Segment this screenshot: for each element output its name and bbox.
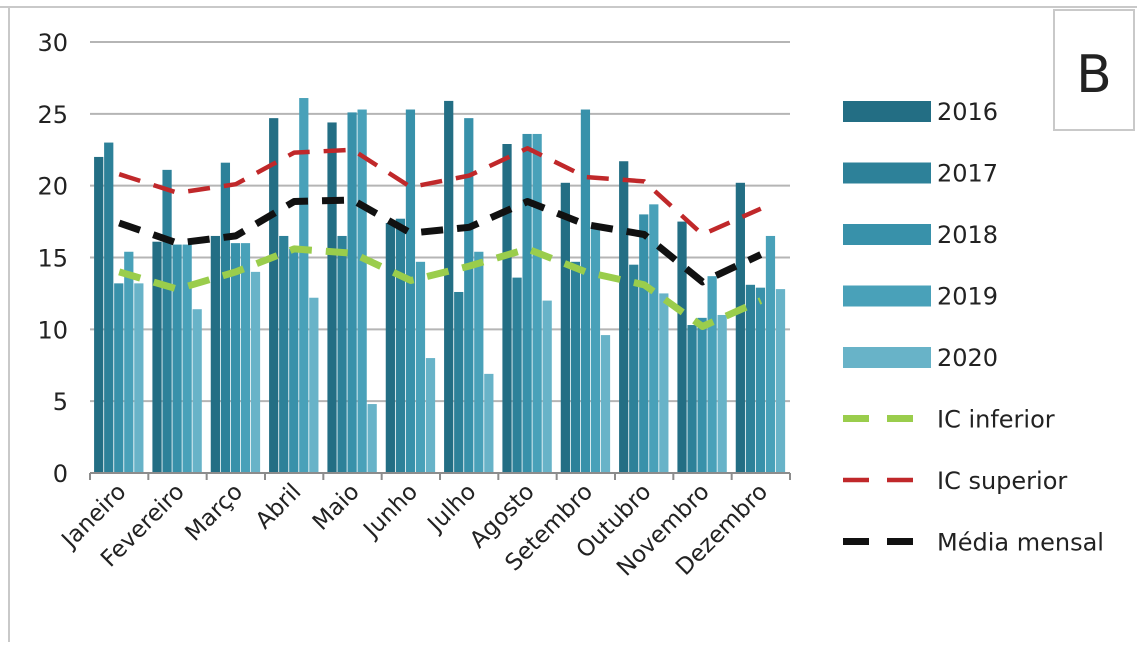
bar-2019-abril [299, 98, 309, 473]
bar-2020-agosto [542, 300, 552, 473]
bar-2018-janeiro [114, 283, 124, 473]
y-tick-label: 0 [53, 460, 68, 488]
bar-2019-março [240, 243, 251, 473]
bar-2018-novembro [697, 317, 707, 473]
bar-2016-março [210, 235, 220, 473]
bar-2017-junho [395, 218, 406, 473]
legend-swatch-2020 [843, 347, 931, 368]
legend-label: 2016 [937, 98, 998, 126]
bar-2020-fevereiro [192, 309, 202, 473]
bar-2016-fevereiro [152, 241, 162, 473]
bar-2017-julho [454, 291, 464, 473]
bar-2018-setembro [580, 109, 591, 474]
bar-2017-setembro [570, 261, 581, 473]
legend-swatch-2019 [843, 285, 931, 307]
bar-2020-novembro [717, 314, 727, 473]
bar-2018-maio [347, 112, 357, 473]
bar-2016-julho [444, 100, 454, 474]
bar-2017-agosto [512, 277, 522, 473]
bar-2019-novembro [707, 276, 717, 473]
bar-2016-maio [327, 122, 337, 473]
bar-2019-maio [357, 109, 367, 474]
legend-label: 2020 [937, 344, 998, 372]
bar-2020-junho [425, 358, 436, 473]
bar-2018-outubro [639, 214, 649, 473]
bar-2017-abril [279, 235, 289, 473]
bar-2018-março [230, 243, 241, 473]
legend-layer: 2016 2017 2018 2019 2020 IC inferior IC superi… [843, 98, 1104, 557]
y-tick-label: 10 [37, 316, 68, 344]
y-tick-label: 15 [37, 245, 68, 273]
panel-label: B [1076, 45, 1112, 105]
bar-2017-maio [337, 235, 347, 473]
chart-frame-top [0, 6, 1137, 8]
line-média-mensal [118, 196, 763, 286]
bar-2016-outubro [619, 161, 629, 473]
bar-2016-novembro [677, 221, 687, 473]
panel-label-frame [1053, 9, 1135, 131]
bar-2020-outubro [659, 293, 669, 473]
bar-2018-junho [405, 109, 416, 474]
legend-label: IC inferior [937, 406, 1055, 434]
bar-2017-dezembro [745, 284, 756, 473]
legend-label: 2018 [937, 221, 998, 249]
bar-2019-janeiro [124, 251, 134, 473]
lines-layer [118, 146, 763, 330]
bar-2018-dezembro [755, 287, 766, 473]
bar-2017-março [220, 162, 231, 473]
x-category-label: Maio [308, 479, 365, 536]
bar-2016-abril [269, 118, 279, 473]
bar-2018-julho [464, 118, 474, 473]
bar-2020-maio [367, 404, 377, 473]
legend-label: 2017 [937, 160, 998, 188]
bar-2019-outubro [649, 204, 659, 474]
bar-2017-outubro [629, 264, 639, 473]
y-tick-label: 30 [37, 29, 68, 57]
x-category-label: Março [180, 479, 248, 547]
line-ic-superior [118, 146, 762, 237]
bar-2016-janeiro [94, 156, 104, 473]
grid-layer [90, 41, 790, 403]
bar-2018-fevereiro [172, 244, 182, 473]
legend-label: 2019 [937, 283, 998, 311]
bar-2016-junho [385, 223, 395, 473]
bars-layer [94, 98, 786, 474]
legend-label: Média mensal [937, 529, 1104, 557]
bar-2020-dezembro [775, 289, 786, 473]
bar-2019-julho [474, 251, 484, 473]
bar-2020-janeiro [134, 283, 144, 473]
line-ic-inferior [118, 245, 763, 330]
legend-swatch-2017 [843, 162, 931, 184]
y-tick-label: 5 [53, 388, 68, 416]
bar-2017-novembro [687, 325, 697, 473]
bar-2016-agosto [502, 144, 512, 473]
bar-2019-agosto [532, 133, 542, 474]
bar-2019-dezembro [765, 235, 776, 473]
bar-2020-março [250, 271, 261, 473]
bar-2019-fevereiro [182, 244, 192, 473]
legend-swatch-2018 [843, 224, 931, 245]
bar-2016-dezembro [735, 182, 745, 473]
bar-2016-setembro [560, 182, 570, 473]
bar-2020-setembro [600, 335, 611, 473]
legend-label: IC superior [937, 467, 1067, 495]
panel-label-box: B [1053, 9, 1135, 131]
x-category-label: Junho [358, 479, 423, 544]
bar-2017-janeiro [104, 142, 114, 474]
bar-2020-julho [484, 373, 494, 473]
chart-frame-left [8, 6, 10, 642]
y-tick-label: 20 [37, 173, 68, 201]
x-category-label: Abril [251, 479, 307, 535]
bar-2017-fevereiro [162, 169, 172, 473]
bar-2020-abril [309, 297, 319, 473]
bar-2018-abril [289, 248, 299, 473]
bar-2018-agosto [522, 133, 532, 474]
legend-swatch-2016 [843, 101, 931, 122]
y-tick-label: 25 [37, 101, 68, 129]
bar-2019-junho [415, 261, 426, 473]
bar-2019-setembro [590, 227, 601, 473]
